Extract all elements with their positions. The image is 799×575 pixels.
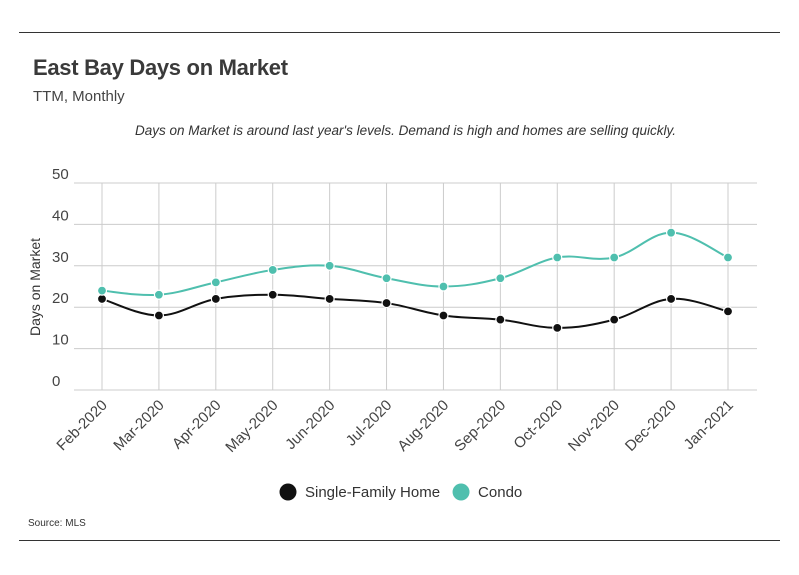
series-line-0 <box>101 293 729 329</box>
x-tick-label: Nov-2020 <box>565 397 623 455</box>
data-point <box>267 289 278 300</box>
bottom-rule <box>19 540 780 541</box>
y-tick-label: 20 <box>52 290 69 307</box>
data-point <box>324 260 335 271</box>
data-point <box>722 252 734 263</box>
x-tick-label: Sep-2020 <box>451 397 509 455</box>
chart-title: East Bay Days on Market <box>33 55 288 80</box>
data-point <box>495 314 506 325</box>
chart-subtitle: TTM, Monthly <box>33 88 125 105</box>
data-point <box>324 293 335 305</box>
series-points <box>96 227 734 333</box>
legend-label: Condo <box>478 484 522 501</box>
data-point <box>153 289 165 300</box>
x-tick-label: Jan-2021 <box>681 397 737 453</box>
grid-lines <box>74 182 757 391</box>
data-point <box>210 277 221 288</box>
top-rule <box>19 32 780 33</box>
data-point <box>495 273 506 284</box>
x-tick-label: Jul-2020 <box>343 397 396 450</box>
y-tick-label: 0 <box>52 373 60 390</box>
x-tick-label: May-2020 <box>222 397 281 456</box>
data-point <box>210 293 221 305</box>
x-tick-label: Oct-2020 <box>510 397 566 453</box>
data-point <box>722 306 734 317</box>
y-tick-labels: 0 10 20 30 40 50 <box>52 166 69 390</box>
data-point <box>96 293 108 305</box>
source-note: Source: MLS <box>28 518 86 529</box>
y-tick-label: 50 <box>52 166 69 183</box>
data-point <box>153 310 165 321</box>
data-point <box>665 227 677 238</box>
data-point <box>438 310 449 321</box>
x-tick-label: Aug-2020 <box>394 397 452 455</box>
y-tick-label: 30 <box>52 249 69 266</box>
data-point <box>381 273 392 284</box>
y-axis-title: Days on Market <box>27 238 43 336</box>
data-point <box>381 297 392 309</box>
series-lines <box>101 231 729 329</box>
legend-marker <box>452 483 470 501</box>
data-point <box>96 285 108 296</box>
chart-annotation: Days on Market is around last year's lev… <box>134 123 677 138</box>
legend: Single-Family Home Condo <box>279 483 522 501</box>
data-point <box>438 281 449 292</box>
x-tick-label: Feb-2020 <box>53 397 110 454</box>
y-tick-label: 40 <box>52 207 69 224</box>
y-tick-label: 10 <box>52 332 69 349</box>
x-tick-label: Apr-2020 <box>169 397 225 453</box>
legend-label: Single-Family Home <box>305 484 440 501</box>
legend-marker <box>279 483 297 501</box>
data-point <box>609 252 620 263</box>
x-tick-label: Jun-2020 <box>282 397 338 453</box>
x-tick-label: Mar-2020 <box>110 397 167 454</box>
data-point <box>552 252 563 263</box>
data-point <box>609 314 620 325</box>
x-tick-label: Dec-2020 <box>622 397 680 455</box>
series-line-1 <box>101 231 729 297</box>
data-point <box>267 264 278 276</box>
data-point <box>552 322 563 333</box>
data-point <box>665 293 677 305</box>
